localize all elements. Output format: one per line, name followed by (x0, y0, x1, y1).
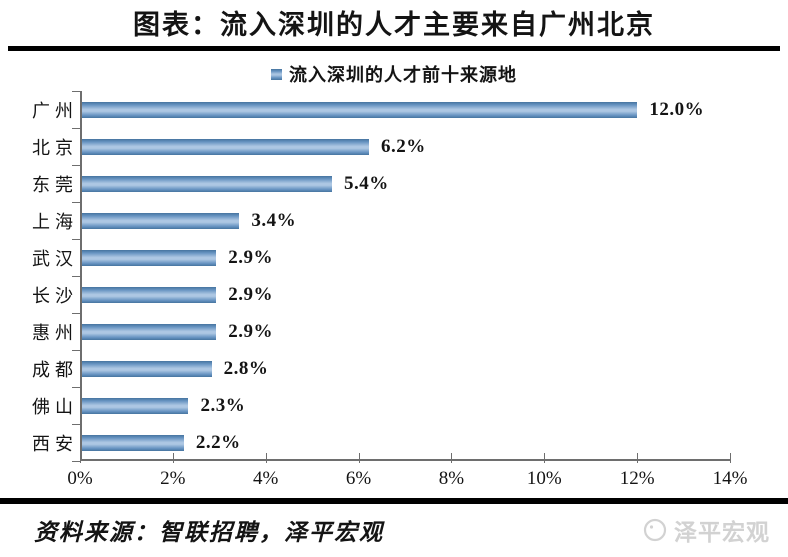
category-label: 西安 (32, 433, 78, 454)
bar (82, 249, 217, 266)
y-axis-tick (72, 387, 80, 388)
category-label: 惠州 (32, 322, 78, 343)
bar-row: 2.3% (82, 387, 730, 424)
title-divider-rule (8, 46, 780, 51)
bar-row: 6.2% (82, 128, 730, 165)
bar (82, 212, 240, 229)
y-axis-tick (72, 350, 80, 351)
bar-value-label: 12.0% (649, 98, 705, 120)
bar (82, 323, 217, 340)
y-axis-tick (72, 165, 80, 166)
bar (82, 138, 369, 155)
x-axis-tick-label: 14% (712, 468, 748, 489)
bar (82, 397, 189, 414)
chart: 广州北京东莞上海武汉长沙惠州成都佛山西安 12.0% 6.2% 5.4% 3.4% 2.… (0, 91, 788, 462)
x-axis-tick (451, 453, 453, 463)
y-axis-tick (72, 128, 80, 129)
bar-value-label: 5.4% (343, 172, 389, 194)
bar-row: 2.9% (82, 276, 730, 313)
x-axis-tick (265, 453, 267, 463)
x-axis-tick-label: 0% (67, 468, 93, 489)
x-axis-tick-label: 4% (253, 468, 279, 489)
x-axis-tick-label: 2% (160, 468, 186, 489)
source-note: 资料来源：智联招聘，泽平宏观 (34, 520, 384, 545)
bar-value-label: 2.9% (228, 283, 273, 305)
bar-row: 12.0% (82, 91, 730, 128)
bar-row: 2.2% (82, 424, 730, 461)
x-axis-tick-label: 12% (619, 468, 655, 489)
y-axis-tick (72, 424, 80, 425)
category-label: 北京 (32, 137, 78, 158)
y-axis-tick (72, 313, 80, 314)
legend-marker-icon (271, 68, 282, 80)
x-axis: 0% 2% 4% 6% 8% 10% 12% 14% (67, 453, 747, 495)
bar-value-label: 2.9% (228, 246, 273, 268)
category-label: 上海 (32, 211, 78, 232)
watermark-label: 泽平宏观 (674, 520, 770, 545)
bar-row: 2.9% (82, 239, 730, 276)
footer-divider-rule (0, 498, 788, 504)
bar-value-label: 2.9% (228, 320, 273, 342)
bar-row: 5.4% (82, 165, 730, 202)
category-label: 东莞 (32, 174, 78, 195)
y-axis-tick (72, 91, 80, 92)
category-label: 武汉 (32, 248, 78, 269)
category-label: 长沙 (32, 285, 78, 306)
bar-value-label: 6.2% (380, 135, 426, 157)
category-labels: 广州北京东莞上海武汉长沙惠州成都佛山西安 (0, 91, 80, 461)
footer: 资料来源：智联招聘，泽平宏观 泽平宏观 (0, 504, 788, 547)
category-label: 佛山 (32, 396, 78, 417)
bar-value-label: 2.2% (195, 431, 241, 453)
x-axis-tick (358, 453, 360, 463)
x-axis-tick-label: 6% (345, 468, 372, 489)
y-axis-tick (72, 276, 80, 277)
category-label: 成都 (32, 359, 78, 380)
y-axis-tick (72, 461, 80, 462)
watermark: 泽平宏观 (642, 513, 770, 547)
bar-value-label: 2.3% (200, 394, 246, 416)
plot-area: 12.0% 6.2% 5.4% 3.4% 2.9% 2.9% 2.9% 2.8% 2.3% 2.2… (72, 91, 730, 462)
x-axis-tick (730, 453, 731, 463)
category-label: 广州 (32, 100, 78, 121)
bar (82, 175, 332, 192)
bar-row: 2.8% (82, 350, 730, 387)
zeping-logo-icon (643, 518, 667, 542)
legend-label: 流入深圳的人才前十来源地 (289, 65, 517, 85)
bar (82, 286, 217, 303)
y-axis-tick (72, 239, 80, 240)
x-axis-tick-label: 10% (526, 468, 562, 489)
x-axis-tick (544, 453, 546, 463)
bar-value-label: 2.8% (223, 357, 269, 379)
bar-value-label: 3.4% (251, 209, 297, 231)
x-axis-tick (637, 453, 639, 463)
x-axis-tick (80, 453, 81, 463)
bar (82, 360, 212, 377)
x-axis-tick-label: 8% (438, 468, 465, 489)
bar (82, 101, 638, 118)
bar-row: 3.4% (82, 202, 730, 239)
x-axis-tick (172, 453, 174, 463)
y-axis-tick (72, 202, 80, 203)
page-title: 图表：流入深圳的人才主要来自广州北京 (133, 10, 655, 40)
bar-row: 2.9% (82, 313, 730, 350)
bar (82, 434, 184, 451)
chart-legend: 流入深圳的人才前十来源地 (0, 61, 788, 87)
